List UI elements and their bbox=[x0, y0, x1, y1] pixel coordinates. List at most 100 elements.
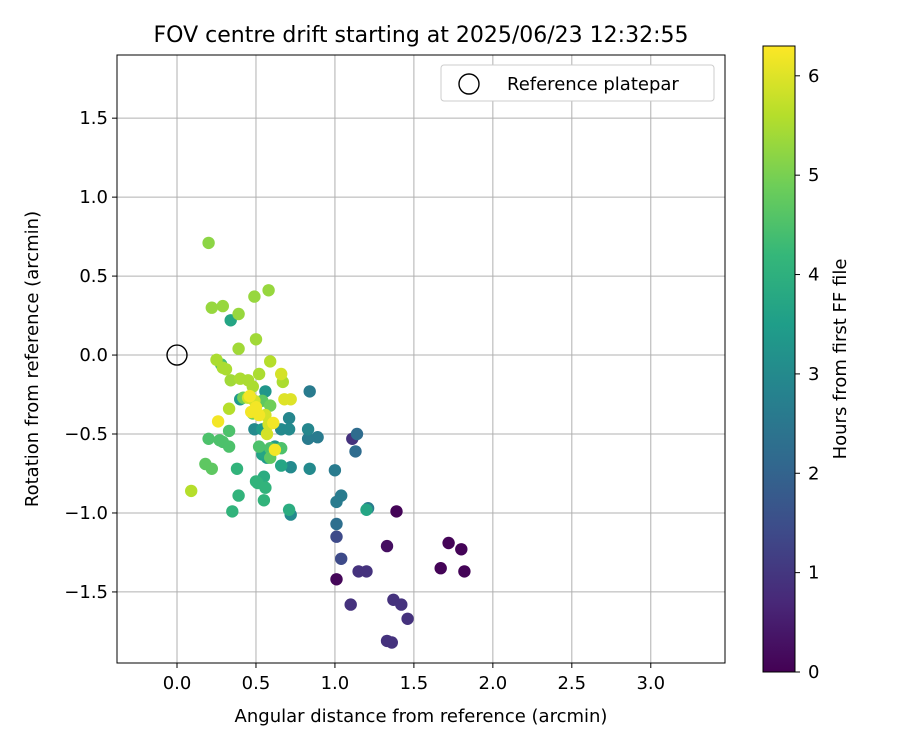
data-point bbox=[257, 494, 271, 507]
y-tick-label: 0.0 bbox=[79, 345, 108, 366]
data-point bbox=[311, 431, 324, 444]
legend: Reference platepar bbox=[440, 64, 715, 102]
x-tick-label: 3.0 bbox=[636, 673, 665, 694]
data-point bbox=[344, 598, 357, 611]
data-point bbox=[385, 636, 398, 649]
data-point bbox=[252, 440, 266, 453]
data-point bbox=[275, 367, 288, 381]
data-point bbox=[259, 385, 272, 398]
x-axis-ticks: 0.0 0.5 1.0 1.5 2.0 2.5 3.0 bbox=[163, 663, 665, 694]
colorbar-ticks: 0 1 2 3 4 5 6 bbox=[795, 66, 819, 683]
data-point bbox=[260, 427, 274, 441]
data-point bbox=[205, 301, 218, 314]
x-tick-label: 2.5 bbox=[557, 673, 586, 694]
colorbar-tick-label: 0 bbox=[808, 662, 819, 683]
data-point bbox=[185, 484, 198, 498]
data-point bbox=[303, 462, 316, 475]
data-point bbox=[267, 416, 280, 430]
colorbar-tick-label: 2 bbox=[808, 463, 819, 484]
data-point bbox=[330, 495, 343, 509]
y-tick-label: −1.0 bbox=[64, 503, 108, 524]
x-tick-label: 2.0 bbox=[479, 673, 508, 694]
colorbar-tick-label: 1 bbox=[808, 563, 819, 584]
x-tick-label: 0.0 bbox=[163, 673, 192, 694]
data-point bbox=[222, 440, 236, 453]
data-point bbox=[226, 505, 239, 518]
colorbar-gradient bbox=[762, 45, 796, 673]
data-point bbox=[349, 445, 362, 458]
colorbar-tick-label: 5 bbox=[808, 165, 819, 186]
colorbar: 0 1 2 3 4 5 6 Hours from first FF file bbox=[762, 45, 851, 683]
colorbar-tick-label: 3 bbox=[808, 364, 819, 385]
data-point bbox=[262, 284, 275, 297]
data-point bbox=[246, 380, 259, 393]
chart-title: FOV centre drift starting at 2025/06/23 … bbox=[154, 23, 689, 48]
legend-label: Reference platepar bbox=[507, 74, 679, 95]
legend-open-circle-marker bbox=[458, 73, 480, 95]
data-point bbox=[202, 432, 215, 445]
data-point bbox=[232, 342, 245, 355]
data-point bbox=[335, 552, 348, 565]
data-point bbox=[282, 412, 296, 425]
x-tick-label: 1.5 bbox=[400, 673, 429, 694]
data-point bbox=[230, 462, 244, 475]
colorbar-tick-label: 4 bbox=[808, 265, 819, 286]
data-point bbox=[211, 415, 225, 428]
data-point bbox=[249, 333, 263, 346]
data-point bbox=[264, 355, 277, 368]
data-point bbox=[301, 423, 315, 436]
data-point bbox=[232, 307, 245, 321]
data-point bbox=[330, 573, 343, 586]
colorbar-label: Hours from first FF file bbox=[830, 259, 851, 460]
data-point bbox=[330, 517, 343, 531]
data-point bbox=[303, 385, 316, 398]
y-tick-label: 1.0 bbox=[79, 187, 108, 208]
data-point bbox=[330, 530, 343, 543]
data-point bbox=[328, 464, 342, 477]
y-tick-label: −1.5 bbox=[64, 582, 108, 603]
x-tick-label: 0.5 bbox=[242, 673, 271, 694]
reference-platepar-marker bbox=[166, 344, 188, 366]
y-tick-label: 0.5 bbox=[79, 266, 108, 287]
data-point bbox=[248, 290, 261, 303]
data-point bbox=[434, 562, 447, 575]
data-point bbox=[284, 393, 297, 406]
data-point bbox=[222, 424, 236, 438]
data-point bbox=[259, 481, 272, 494]
data-point bbox=[216, 299, 229, 313]
data-point bbox=[350, 427, 364, 441]
data-point bbox=[252, 367, 266, 381]
data-point bbox=[243, 389, 256, 403]
data-point bbox=[395, 598, 408, 611]
data-point bbox=[268, 443, 282, 456]
x-axis-label: Angular distance from reference (arcmin) bbox=[235, 706, 608, 727]
data-point bbox=[202, 236, 215, 250]
data-point bbox=[458, 565, 471, 578]
data-point bbox=[390, 505, 403, 518]
x-tick-label: 1.0 bbox=[321, 673, 350, 694]
data-point bbox=[282, 503, 296, 516]
y-axis-ticks: 1.5 1.0 0.5 0.0 −0.5 −1.0 −1.5 bbox=[64, 108, 117, 603]
data-point bbox=[205, 462, 218, 475]
data-point bbox=[219, 363, 233, 376]
data-point bbox=[222, 402, 236, 415]
data-point bbox=[442, 536, 455, 550]
data-point bbox=[455, 543, 468, 556]
data-point bbox=[275, 459, 288, 472]
data-point bbox=[284, 461, 297, 474]
y-tick-label: −0.5 bbox=[64, 424, 108, 445]
y-axis-label: Rotation from reference (arcmin) bbox=[22, 211, 43, 507]
plot-area-frame bbox=[116, 54, 726, 664]
y-tick-label: 1.5 bbox=[79, 108, 108, 129]
data-point bbox=[224, 374, 237, 387]
data-point bbox=[380, 539, 394, 553]
data-points bbox=[185, 236, 471, 649]
data-point bbox=[360, 503, 373, 516]
data-point bbox=[252, 408, 266, 422]
grid-lines bbox=[117, 55, 725, 663]
data-point bbox=[401, 612, 414, 625]
legend-box bbox=[440, 64, 715, 102]
data-point bbox=[301, 432, 315, 445]
